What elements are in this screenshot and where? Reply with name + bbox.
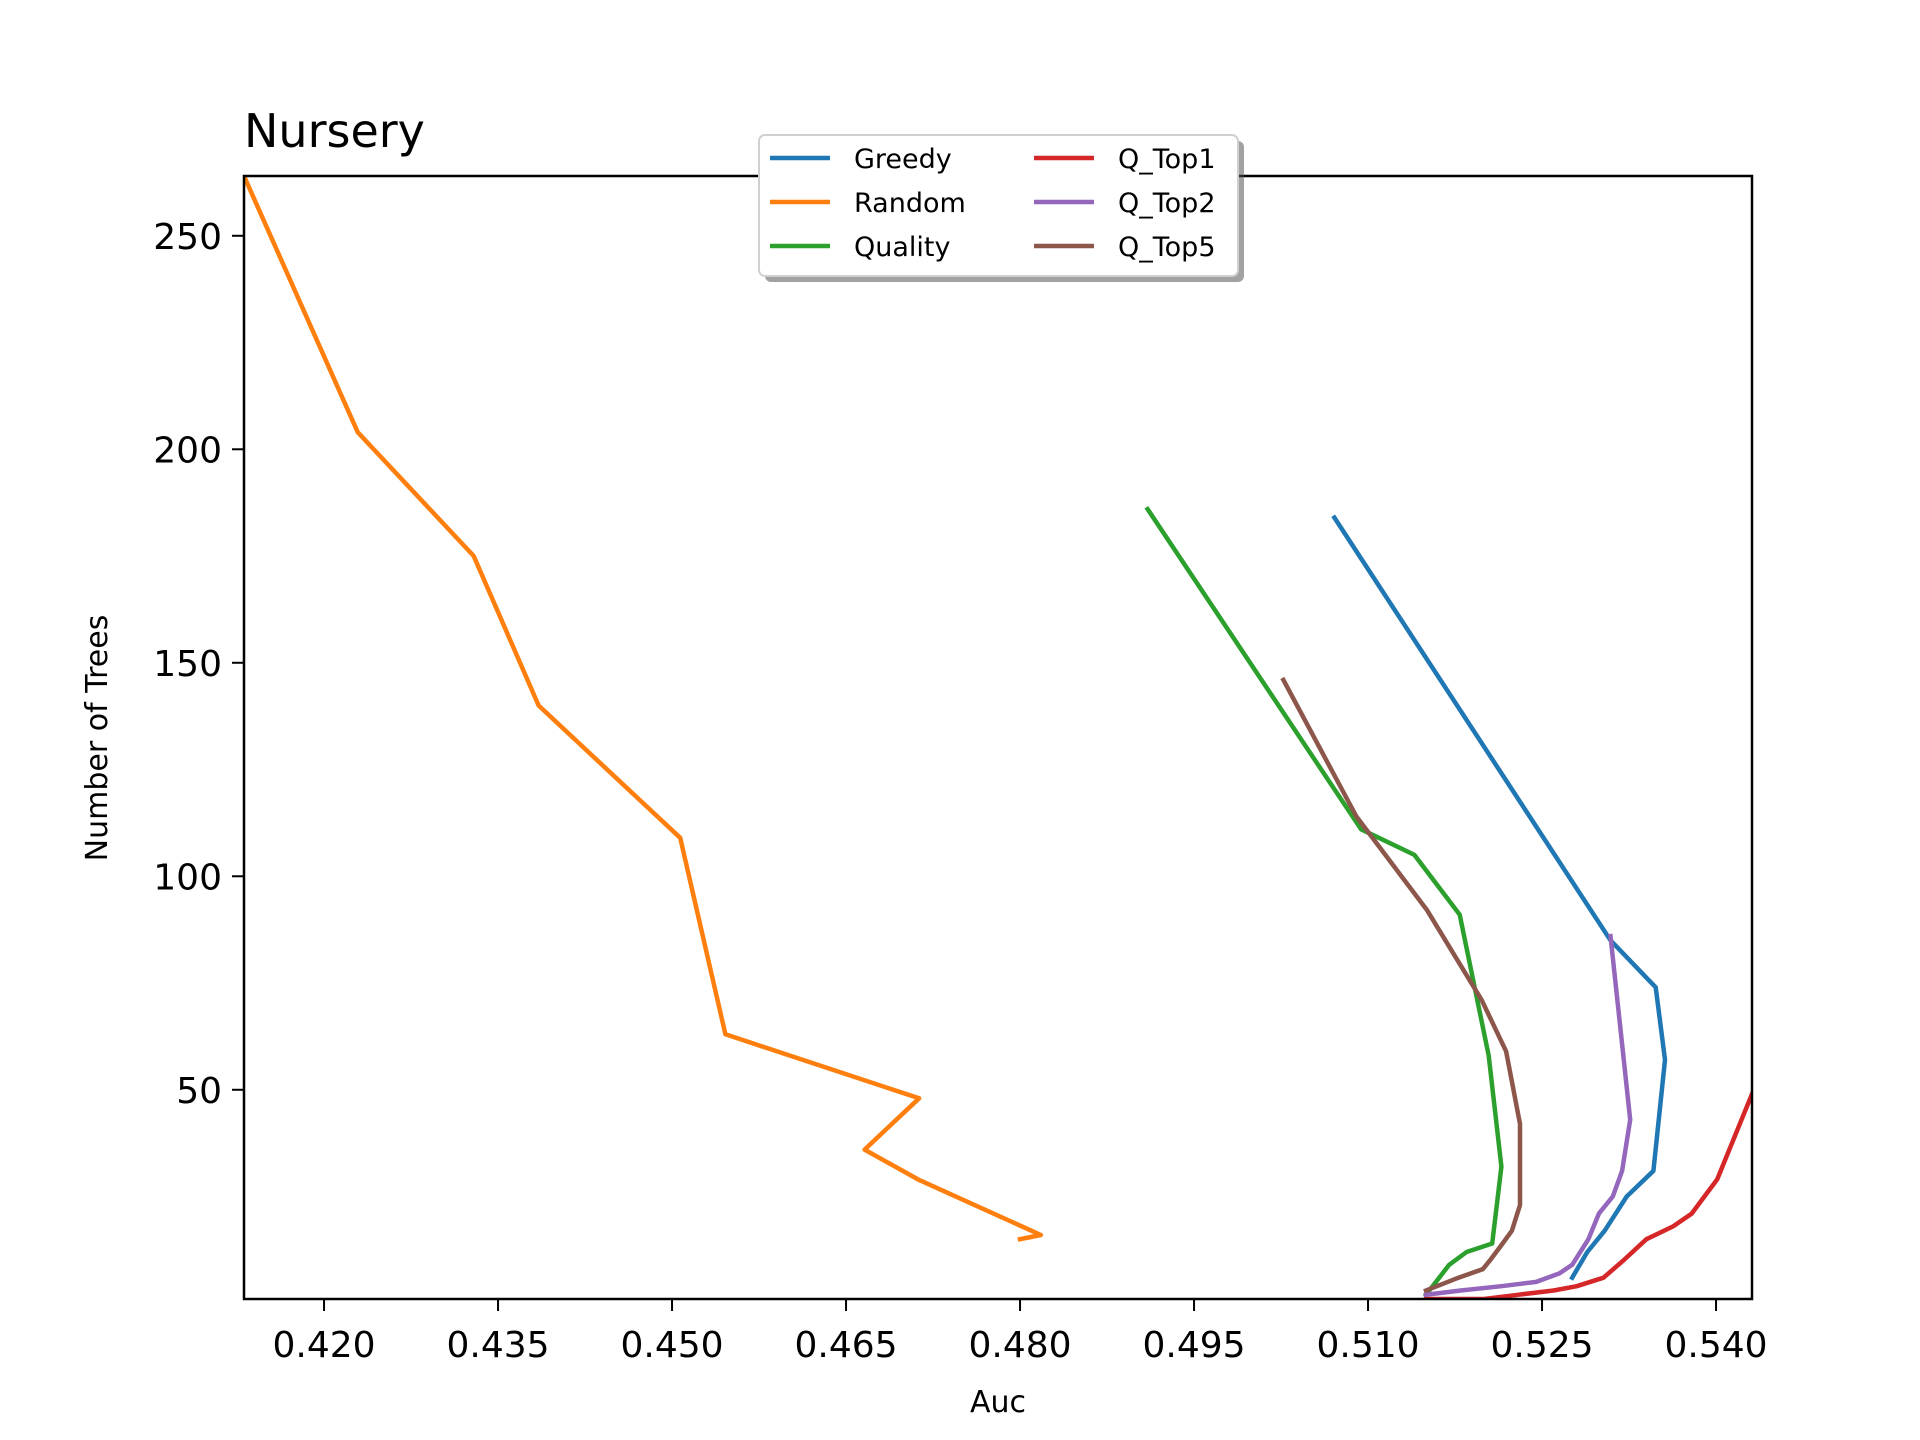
legend-label: Q_Top1	[1118, 144, 1216, 175]
chart-title: Nursery	[244, 104, 425, 158]
x-axis: 0.420 0.435 0.450 0.465 0.480 0.495 0.510 0.525…	[273, 1299, 1768, 1366]
x-tick-label: 0.480	[969, 1325, 1072, 1366]
y-axis-title: Number of Trees	[80, 615, 115, 862]
series-line-q-top5	[1280, 676, 1523, 1294]
x-axis-title: Auc	[970, 1385, 1026, 1420]
y-tick-label: 100	[153, 857, 222, 898]
legend-items: Greedy Random Quality Q_Top1 Q_Top2 Q_Top5	[770, 144, 1216, 263]
y-tick-label: 200	[153, 430, 222, 471]
series-line-q-top1	[1423, 1091, 1752, 1299]
y-axis: 50 100 150 200 250	[153, 217, 244, 1112]
x-tick-label: 0.420	[273, 1325, 376, 1366]
legend: Greedy Random Quality Q_Top1 Q_Top2 Q_Top5	[758, 134, 1244, 282]
y-tick-label: 250	[153, 217, 222, 258]
x-tick-label: 0.450	[621, 1325, 724, 1366]
legend-label: Q_Top5	[1118, 232, 1216, 263]
x-tick-label: 0.435	[447, 1325, 550, 1366]
x-tick-label: 0.540	[1665, 1325, 1768, 1366]
x-tick-label: 0.510	[1317, 1325, 1420, 1366]
series-line-q-top2	[1423, 933, 1633, 1298]
y-tick-label: 150	[153, 644, 222, 685]
series-line-greedy	[1331, 514, 1668, 1281]
series-line-random	[244, 176, 1044, 1242]
y-tick-label: 50	[176, 1071, 222, 1112]
legend-label: Quality	[854, 232, 950, 263]
x-tick-label: 0.495	[1143, 1325, 1246, 1366]
x-tick-label: 0.525	[1491, 1325, 1594, 1366]
legend-label: Greedy	[854, 144, 952, 175]
legend-label: Q_Top2	[1118, 188, 1216, 219]
x-tick-label: 0.465	[795, 1325, 898, 1366]
legend-box	[758, 134, 1239, 277]
series-line-quality	[1144, 505, 1504, 1298]
legend-label: Random	[854, 188, 966, 219]
series-layer	[244, 176, 1752, 1299]
